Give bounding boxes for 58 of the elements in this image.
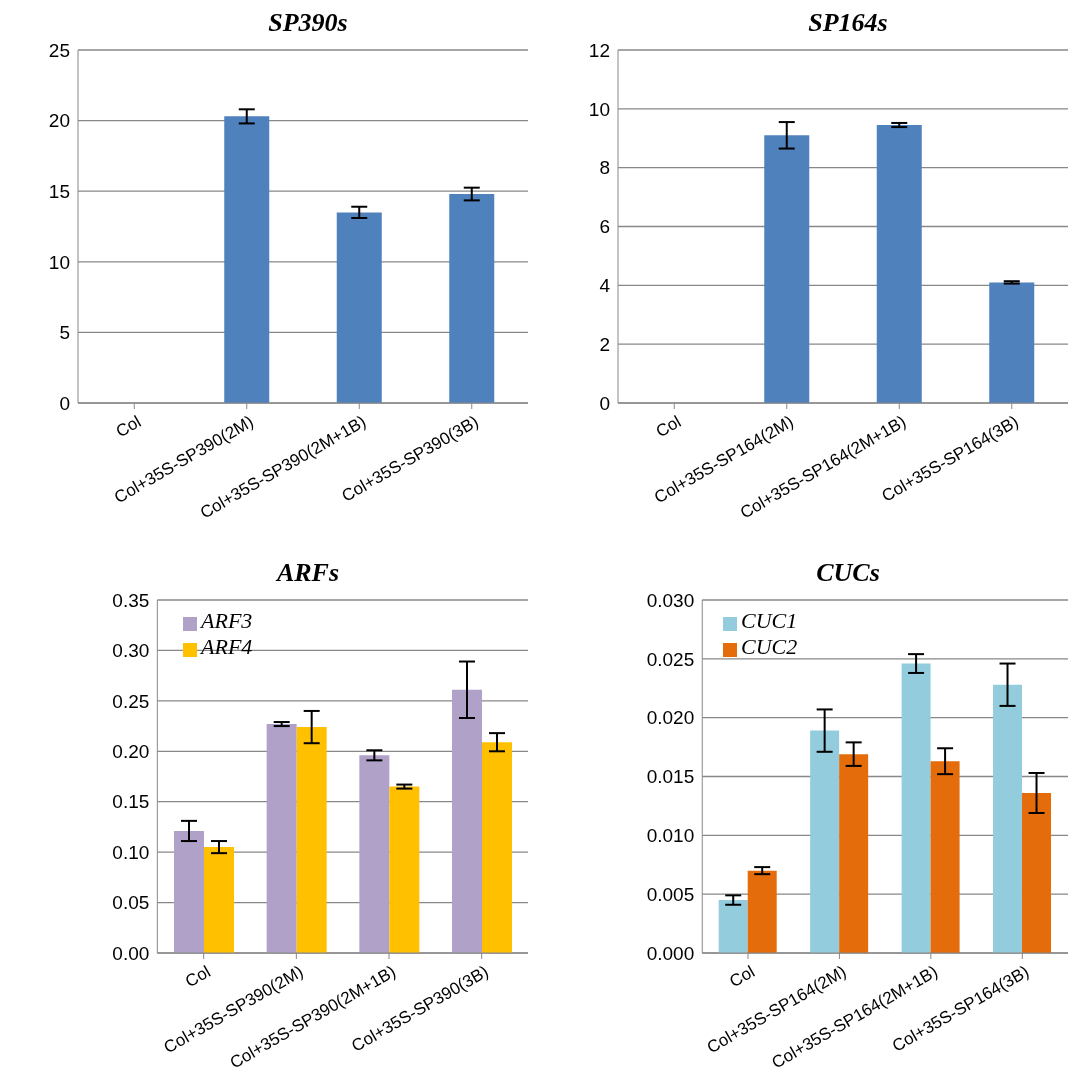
bar (1022, 792, 1052, 953)
y-tick-label: 25 (48, 39, 70, 61)
bar (876, 125, 922, 403)
bar (174, 830, 205, 953)
bar (718, 900, 748, 953)
chart-title: ARFs (274, 558, 341, 588)
y-tick-label: 0.005 (646, 883, 695, 905)
y-tick-label: 0.025 (646, 648, 695, 670)
legend-label: CUC2 (741, 634, 798, 659)
y-tick-label: 0.35 (112, 589, 150, 611)
y-tick-label: 15 (48, 180, 70, 202)
y-tick-label: 10 (48, 251, 70, 273)
legend-label: CUC1 (741, 608, 798, 633)
chart-title: SP390s (267, 8, 349, 38)
y-tick-label: 20 (48, 110, 70, 132)
bar (901, 663, 931, 953)
y-tick-label: 0 (599, 392, 610, 414)
y-tick-label: 0.020 (646, 707, 695, 729)
bar (449, 194, 495, 403)
y-tick-label: 0.00 (112, 942, 150, 964)
y-tick-label: 4 (599, 275, 611, 297)
y-tick-label: 0.25 (112, 690, 150, 712)
y-tick-label: 6 (599, 216, 610, 238)
y-tick-label: 10 (588, 98, 610, 120)
y-tick-label: 2 (599, 333, 610, 355)
bar (224, 116, 270, 403)
bar (266, 724, 297, 953)
bar (930, 761, 960, 953)
y-tick-label: 0.000 (646, 942, 695, 964)
y-tick-label: 0.010 (646, 825, 695, 847)
legend-label: ARF3 (201, 608, 253, 633)
legend-label: ARF4 (201, 634, 253, 659)
y-tick-label: 0.05 (112, 892, 150, 914)
bar (336, 212, 382, 403)
bar (296, 727, 327, 953)
bar (993, 684, 1023, 953)
y-tick-label: 0.15 (112, 791, 150, 813)
bar (359, 755, 390, 953)
y-tick-label: 0 (59, 392, 70, 414)
bar (482, 742, 513, 953)
chart-title: CUCs (815, 558, 881, 588)
bar (452, 689, 483, 953)
y-tick-label: 8 (599, 157, 610, 179)
bar (989, 282, 1035, 403)
y-tick-label: 0.030 (646, 589, 695, 611)
y-tick-label: 0.30 (112, 640, 150, 662)
y-tick-label: 0.015 (646, 766, 695, 788)
chart-title: SP164s (807, 8, 889, 38)
bar (747, 870, 777, 953)
bar (764, 135, 810, 403)
bar (389, 786, 420, 953)
bar (204, 847, 235, 953)
bar (810, 730, 840, 953)
y-tick-label: 12 (588, 39, 610, 61)
y-tick-label: 0.10 (112, 841, 150, 863)
bar (839, 754, 869, 953)
y-tick-label: 5 (59, 322, 70, 344)
y-tick-label: 0.20 (112, 741, 150, 763)
